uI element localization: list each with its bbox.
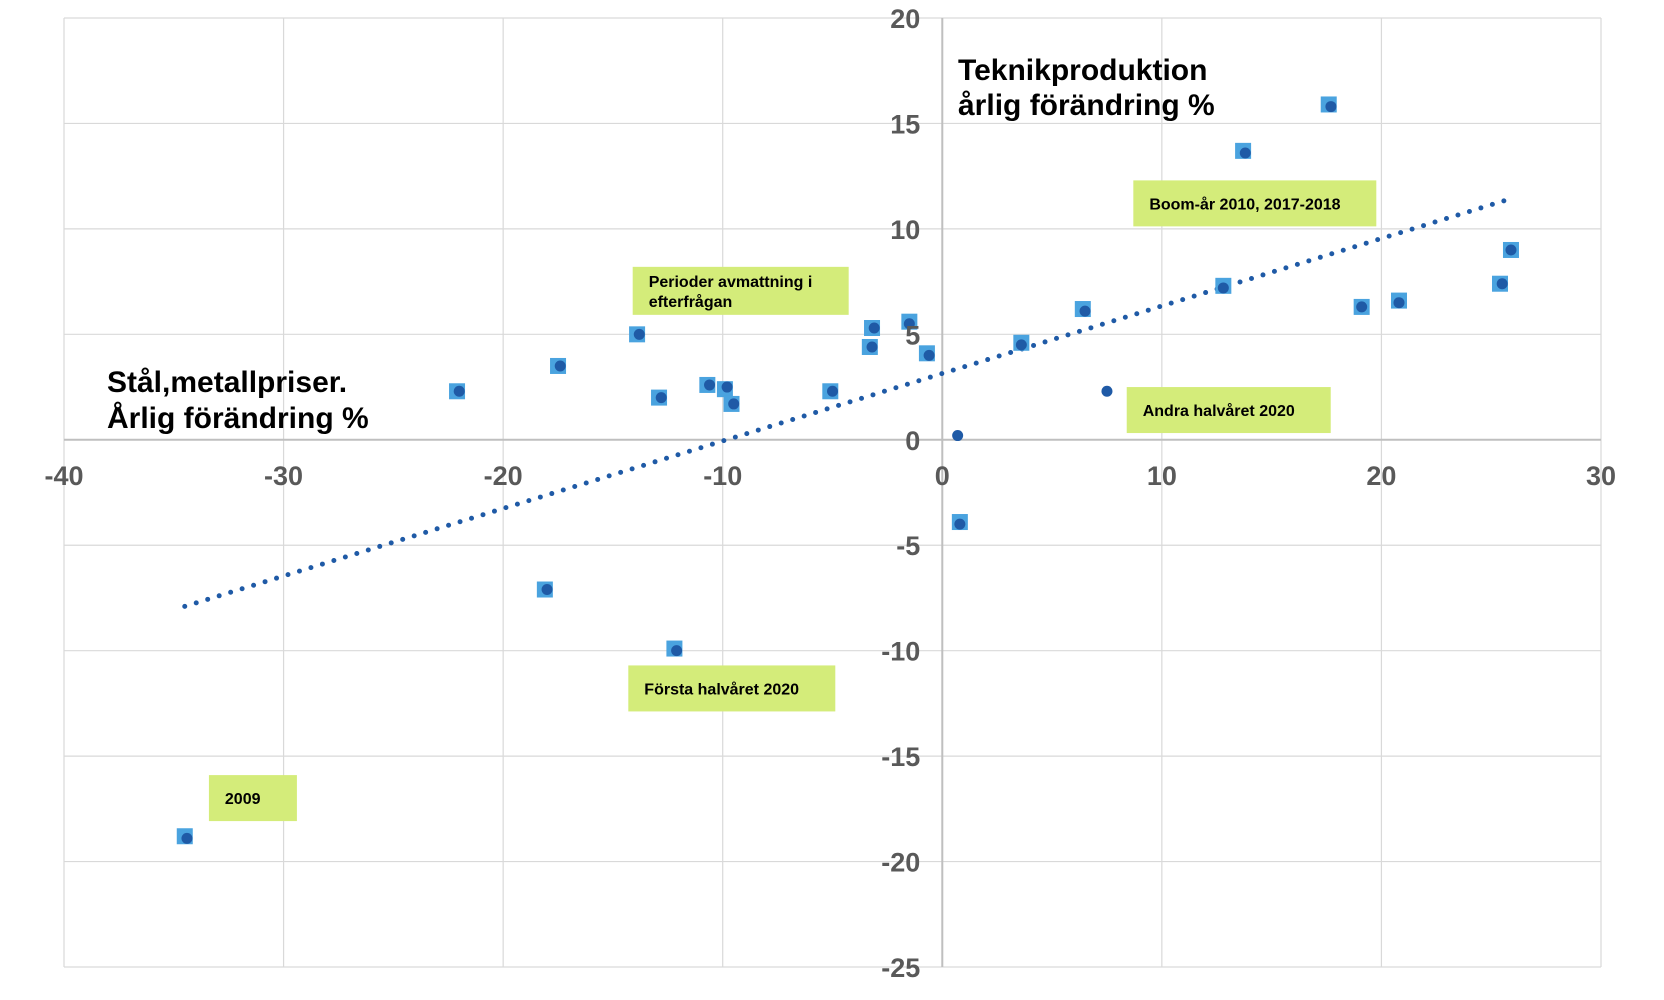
annotation-box xyxy=(208,775,297,822)
y-tick-label: -15 xyxy=(881,742,920,772)
dot-data-point xyxy=(1356,301,1368,313)
annotation-label: Andra halvåret 2020 xyxy=(1126,387,1331,434)
dot-data-point xyxy=(554,360,566,372)
x-tick-label: 10 xyxy=(1147,461,1177,491)
annotation-box xyxy=(628,665,836,712)
dot-data-point xyxy=(1505,244,1517,256)
tick-labels: -40 -30 -20 -10 0 10 20 30 -25 -20 -15 -10 -5 0 5 10 15 2… xyxy=(44,4,1616,983)
annotation-box xyxy=(1126,387,1331,434)
dot-data-point xyxy=(1239,147,1251,159)
x-tick-label: 0 xyxy=(935,461,950,491)
x-tick-label: -10 xyxy=(703,461,742,491)
y-tick-label: -20 xyxy=(881,848,920,878)
dot-data-point xyxy=(453,385,465,397)
dot-data-point xyxy=(903,318,915,330)
dot-data-point xyxy=(1325,101,1337,113)
y-tick-label: 15 xyxy=(890,109,920,139)
dot-data-point xyxy=(827,385,838,397)
dot-data-point xyxy=(655,392,667,404)
dot-data-point xyxy=(1393,297,1405,309)
annotation-text: Perioder avmattning i xyxy=(649,274,813,291)
y-tick-label: -5 xyxy=(896,531,920,561)
x-axis-title-line1: Stål,metallpriser. xyxy=(107,366,347,399)
axes xyxy=(64,18,1601,967)
dot-data-point xyxy=(181,832,193,844)
x-tick-label: 20 xyxy=(1366,461,1396,491)
data-points xyxy=(176,96,1519,845)
annotation-text: efterfrågan xyxy=(649,293,733,311)
y-tick-label: 20 xyxy=(890,4,920,34)
y-tick-label: 0 xyxy=(905,426,920,456)
x-tick-label: -30 xyxy=(264,461,303,491)
dot-data-point xyxy=(728,398,740,410)
dot-data-point xyxy=(1217,282,1229,294)
dot-data-point xyxy=(868,322,880,334)
dot-data-point xyxy=(923,349,935,361)
dot-data-point xyxy=(952,430,964,442)
annotation-label: Första halvåret 2020 xyxy=(628,665,836,712)
x-tick-label: -40 xyxy=(44,461,83,491)
dot-data-point xyxy=(1079,305,1091,317)
annotation-text: Andra halvåret 2020 xyxy=(1143,402,1295,420)
annotation-boxes: Boom-år 2010, 2017-2018 Perioder avmattni… xyxy=(208,180,1377,822)
x-tick-label: -20 xyxy=(484,461,523,491)
annotation-box xyxy=(632,266,849,315)
annotation-label: 2009 xyxy=(208,775,297,822)
dot-data-point xyxy=(721,381,733,393)
dot-data-point xyxy=(704,379,716,391)
gridlines xyxy=(63,17,1602,968)
dot-data-point xyxy=(1496,278,1508,290)
x-tick-label: 30 xyxy=(1586,461,1616,491)
annotation-box xyxy=(1133,180,1377,227)
dot-data-point xyxy=(954,518,966,530)
dot-data-point xyxy=(1015,339,1027,351)
annotation-text: Första halvåret 2020 xyxy=(644,680,799,698)
trendline xyxy=(182,196,1512,609)
annotation-label: Perioder avmattning i efterfrågan xyxy=(632,266,849,315)
annotation-text: Boom-år 2010, 2017-2018 xyxy=(1149,195,1340,213)
dot-data-point xyxy=(671,645,683,657)
dot-data-point xyxy=(633,328,645,340)
y-tick-label: 10 xyxy=(890,215,920,245)
y-tick-label: 5 xyxy=(905,320,920,350)
y-tick-label: -25 xyxy=(881,953,920,983)
y-axis-title-line1: Teknikproduktion xyxy=(958,54,1207,87)
y-axis-title-line2: årlig förändring % xyxy=(958,89,1215,122)
annotation-label: Boom-år 2010, 2017-2018 xyxy=(1133,180,1377,227)
y-tick-label: -10 xyxy=(881,637,920,667)
trendline-path xyxy=(182,196,1512,609)
annotation-text: 2009 xyxy=(225,791,261,808)
x-axis-title-line2: Årlig förändring % xyxy=(107,402,369,435)
dot-data-point xyxy=(1101,385,1113,397)
dot-data-point xyxy=(541,584,553,596)
dot-data-point xyxy=(866,341,878,353)
